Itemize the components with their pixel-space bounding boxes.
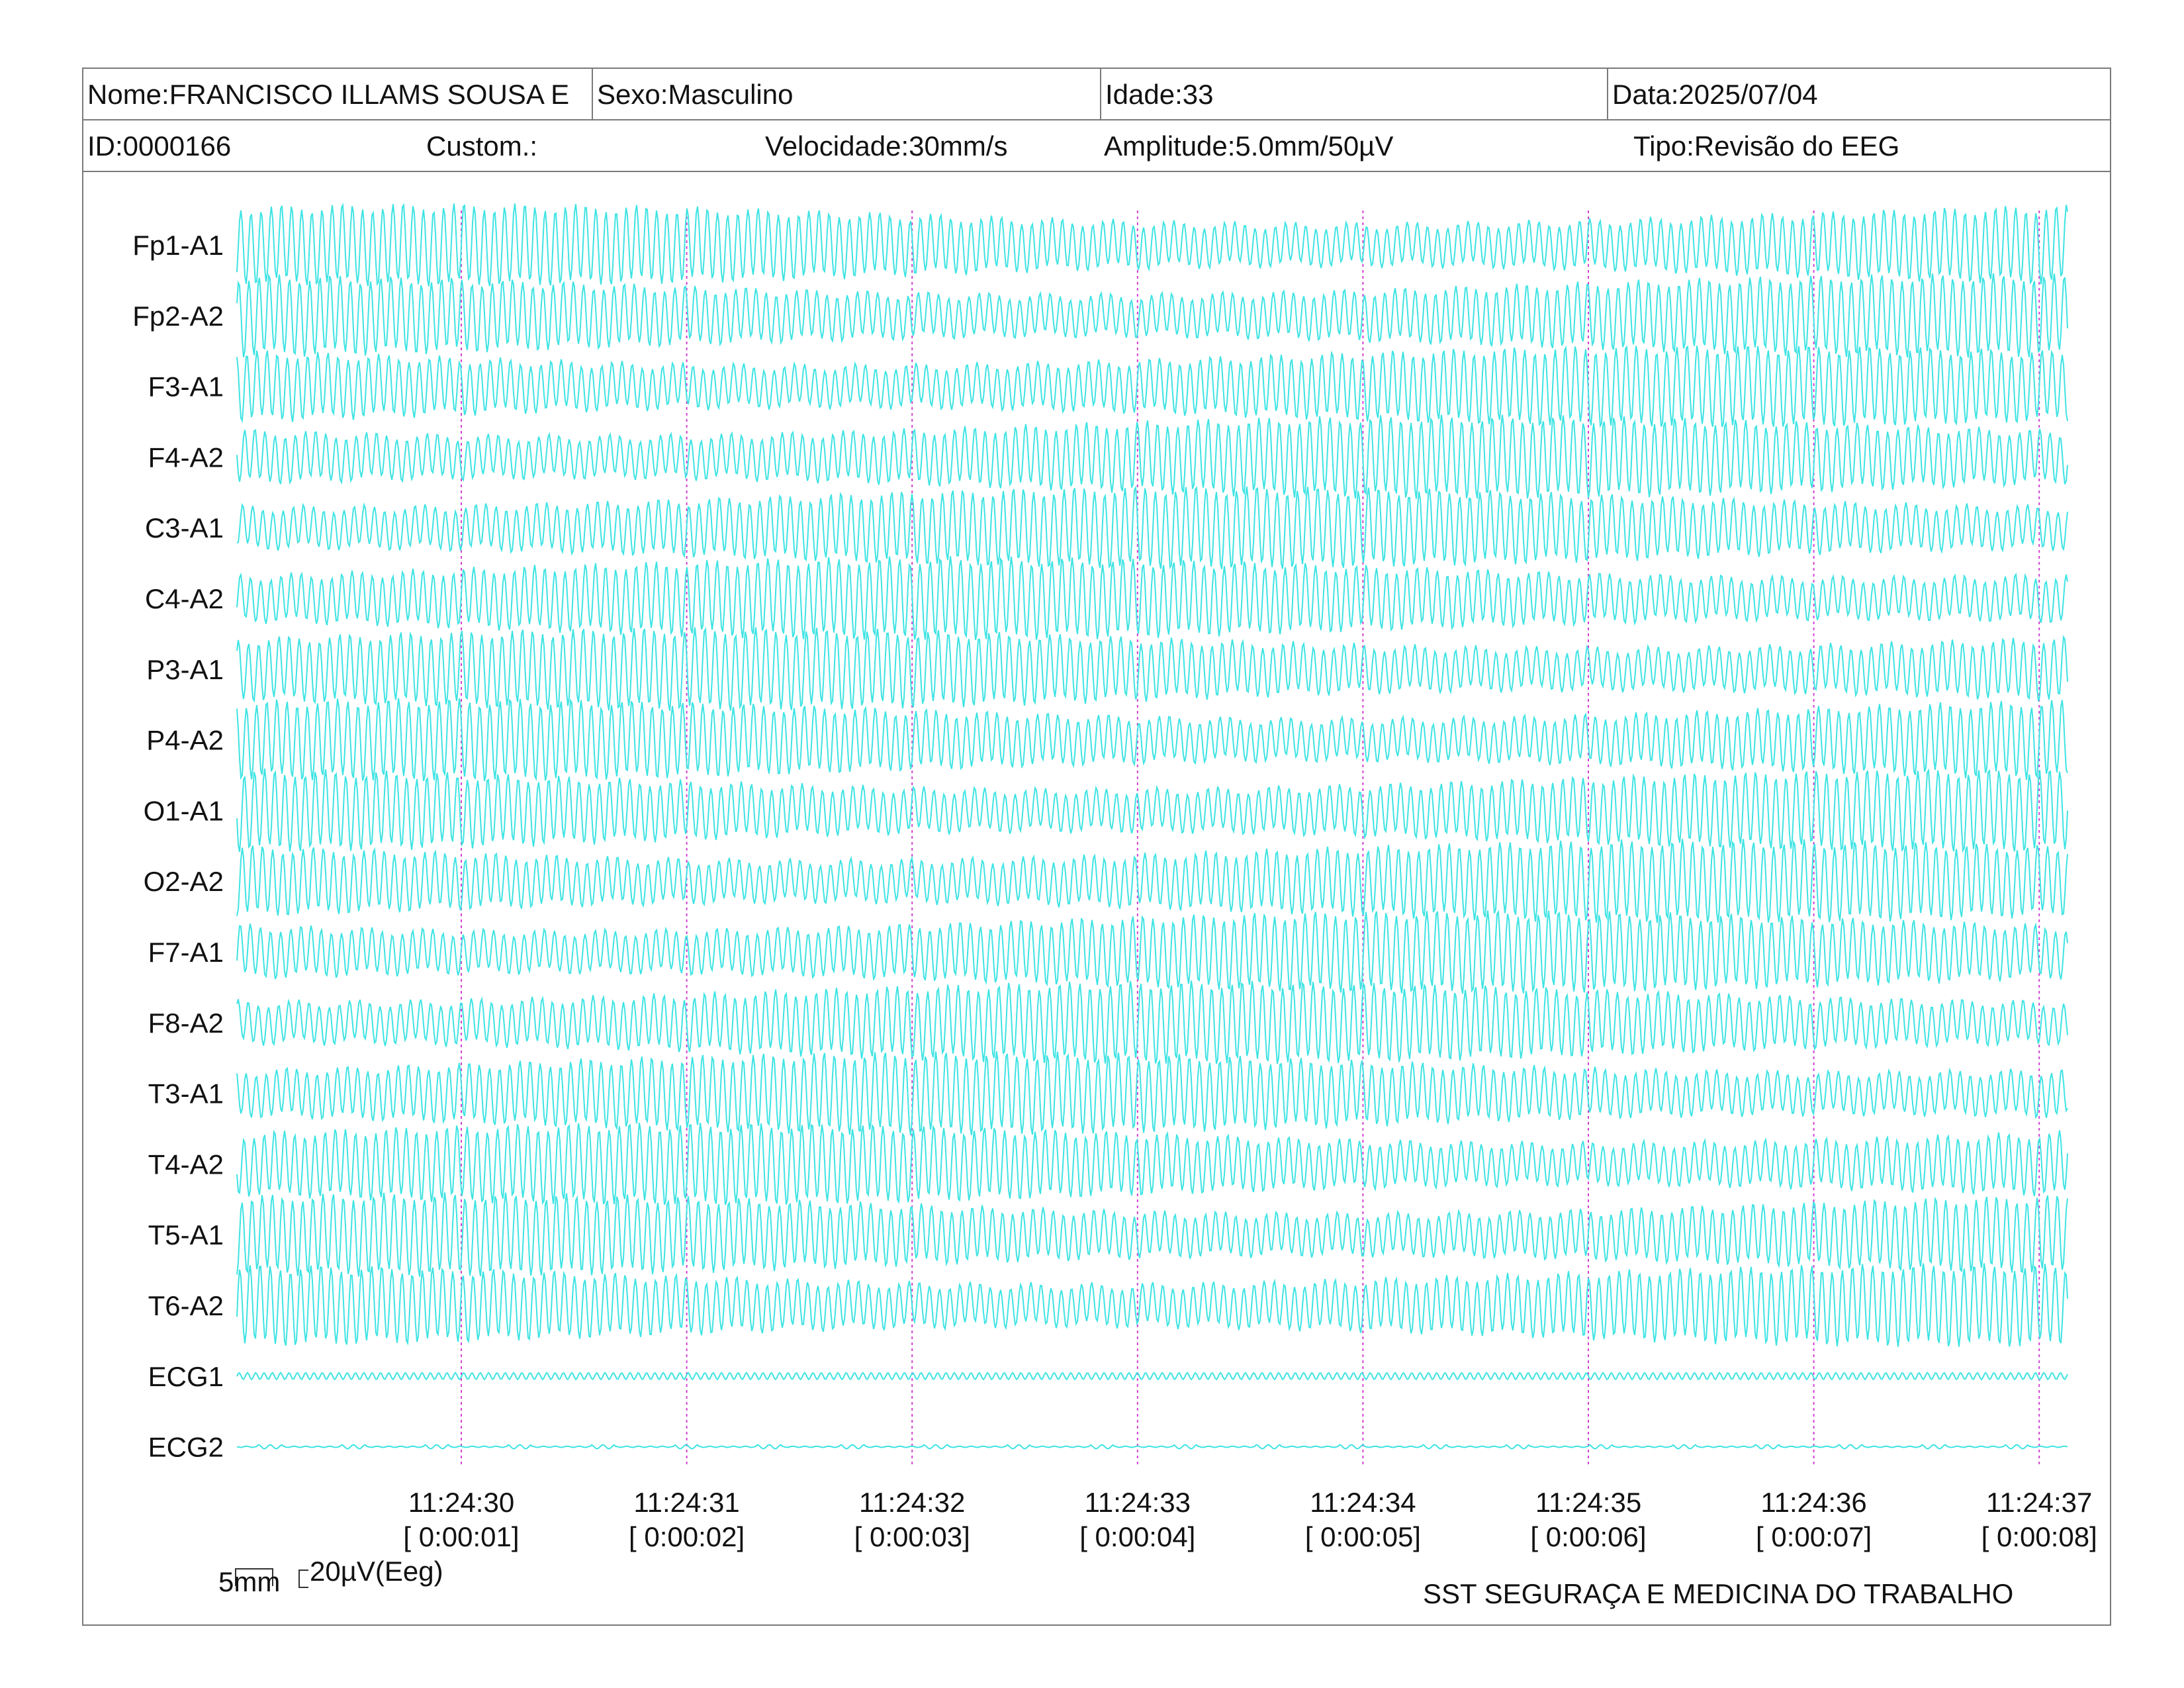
channel-label: P4-A2 [146, 725, 224, 756]
channel-label: T6-A2 [148, 1290, 224, 1321]
time-mark-elapsed: [ 0:00:08] [1981, 1521, 2097, 1552]
channel-label: C4-A2 [145, 583, 224, 614]
channel-label: ECG2 [148, 1432, 224, 1463]
channel-waveform [236, 203, 2068, 287]
time-scale-bar [235, 1568, 273, 1586]
channel-label: T4-A2 [148, 1149, 224, 1180]
time-mark-elapsed: [ 0:00:06] [1530, 1521, 1646, 1552]
channel-waveform [236, 698, 2068, 782]
channel-label: T3-A1 [148, 1078, 224, 1109]
channel-waveform [236, 485, 2068, 570]
review-type: Tipo:Revisão do EEG [1633, 130, 1900, 162]
patient-sex: Sexo:Masculino [592, 69, 1100, 120]
time-scale-label: 5mm [218, 1566, 281, 1597]
channel-label: C3-A1 [145, 512, 224, 543]
channel-waveform [236, 1372, 2068, 1381]
patient-age: Idade:33 [1100, 69, 1607, 120]
report-frame: Nome:FRANCISCO ILLAMS SOUSA E Sexo:Mascu… [82, 68, 2111, 1626]
amplitude-scale-bar [298, 1570, 308, 1588]
channel-waveform [236, 768, 2068, 853]
channel-label: F3-A1 [148, 371, 224, 402]
channel-waveform [236, 839, 2068, 923]
time-mark-clock: 11:24:33 [1085, 1487, 1191, 1518]
channel-waveform [236, 414, 2068, 499]
time-mark-elapsed: [ 0:00:05] [1305, 1521, 1421, 1552]
channel-label: F4-A2 [148, 442, 224, 473]
time-mark-clock: 11:24:36 [1760, 1487, 1866, 1518]
time-mark-elapsed: [ 0:00:07] [1756, 1521, 1872, 1552]
channel-waveform [236, 1123, 2068, 1205]
patient-name: Nome:FRANCISCO ILLAMS SOUSA E [87, 79, 570, 110]
channel-label: T5-A1 [148, 1219, 224, 1250]
time-mark-elapsed: [ 0:00:04] [1079, 1521, 1195, 1552]
header-row-settings: ID:0000166 Custom.: Velocidade:30mm/s Am… [83, 120, 2110, 172]
time-mark-clock: 11:24:34 [1310, 1487, 1416, 1518]
channel-waveform [236, 1444, 2068, 1450]
amplitude-scale-label: 20µV(Eeg) [310, 1556, 443, 1587]
channel-label: P3-A1 [146, 654, 224, 685]
channel-label: Fp1-A1 [132, 230, 224, 261]
header-row-patient: Nome:FRANCISCO ILLAMS SOUSA E Sexo:Mascu… [83, 69, 2110, 120]
channel-waveform [236, 627, 2068, 711]
time-mark-clock: 11:24:31 [633, 1487, 739, 1518]
channel-waveform [236, 1263, 2068, 1347]
channel-waveform [236, 273, 2068, 358]
amplitude-setting: Amplitude:5.0mm/50µV [1104, 130, 1394, 162]
channel-label: O2-A2 [144, 866, 224, 897]
channel-label: ECG1 [148, 1361, 224, 1392]
time-mark-elapsed: [ 0:00:01] [403, 1521, 519, 1552]
time-mark-clock: 11:24:37 [1986, 1487, 2092, 1518]
channel-waveform [236, 556, 2068, 640]
record-id: ID:0000166 [87, 130, 232, 162]
channel-waveform [236, 1192, 2068, 1277]
channel-label: Fp2-A2 [132, 301, 224, 332]
channel-waveform [236, 980, 2068, 1064]
organization-name: SST SEGURAÇA E MEDICINA DO TRABALHO [1423, 1578, 2014, 1609]
channel-waveform [236, 1051, 2068, 1136]
channel-label: F7-A1 [148, 937, 224, 968]
time-mark-elapsed: [ 0:00:02] [629, 1521, 745, 1552]
channel-waveform [236, 910, 2068, 994]
time-mark-clock: 11:24:35 [1535, 1487, 1641, 1518]
record-date: Data:2025/07/04 [1607, 69, 2110, 120]
time-mark-elapsed: [ 0:00:03] [854, 1521, 970, 1552]
time-mark-clock: 11:24:30 [408, 1487, 514, 1518]
time-mark-clock: 11:24:32 [859, 1487, 965, 1518]
channel-label: F8-A2 [148, 1008, 224, 1039]
channel-label: O1-A1 [144, 795, 224, 826]
paper-speed: Velocidade:30mm/s [765, 130, 1008, 162]
custom-field: Custom.: [426, 130, 538, 162]
channel-waveform [236, 345, 2068, 428]
